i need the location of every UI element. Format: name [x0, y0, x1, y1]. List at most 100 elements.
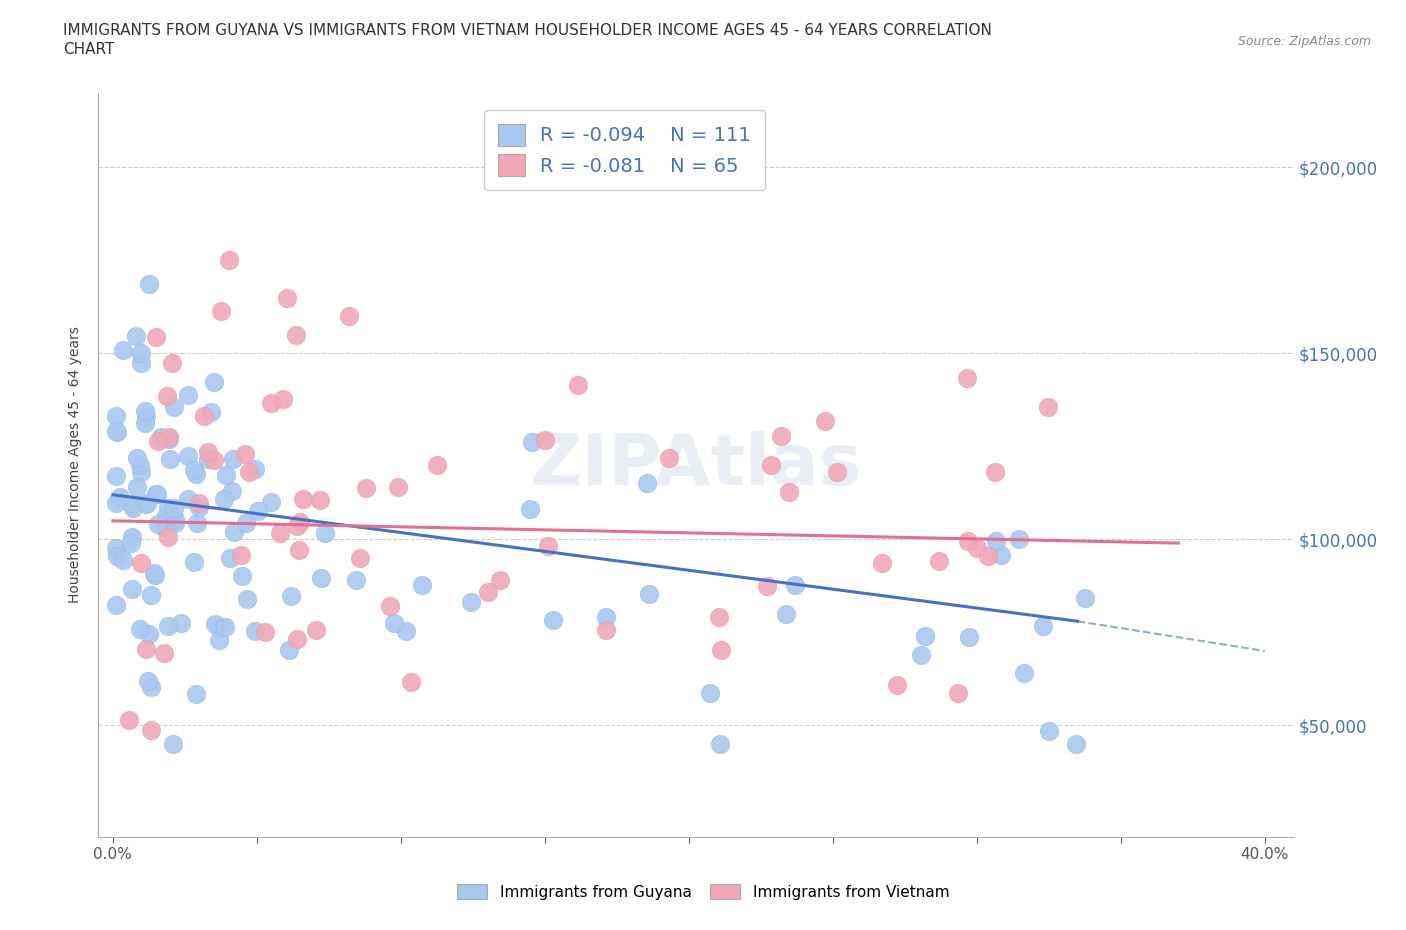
Point: [202, 452, 225, 467]
Point: [157, 432, 180, 446]
Point: [153, 645, 176, 660]
Point: [337, 309, 360, 324]
Point: [139, 680, 162, 695]
Point: [755, 579, 778, 594]
Point: [247, 503, 270, 518]
Point: [121, 582, 143, 597]
Point: [956, 371, 979, 386]
Point: [197, 445, 219, 459]
Point: [709, 610, 731, 625]
Point: [710, 643, 733, 658]
Point: [354, 481, 377, 496]
Point: [759, 458, 782, 472]
Point: [260, 495, 283, 510]
Point: [280, 588, 302, 603]
Point: [121, 497, 143, 512]
Point: [104, 598, 127, 613]
Point: [870, 556, 893, 571]
Point: [233, 446, 256, 461]
Point: [946, 685, 969, 700]
Point: [886, 678, 908, 693]
Point: [699, 685, 721, 700]
Point: [984, 465, 1007, 480]
Point: [709, 737, 731, 751]
Point: [271, 392, 294, 406]
Legend: R = -0.094    N = 111, R = -0.081    N = 65: R = -0.094 N = 111, R = -0.081 N = 65: [484, 110, 765, 190]
Point: [636, 476, 658, 491]
Point: [537, 538, 560, 553]
Point: [120, 536, 142, 551]
Point: [291, 492, 314, 507]
Point: [105, 548, 128, 563]
Point: [135, 409, 157, 424]
Point: [155, 509, 177, 524]
Point: [928, 554, 950, 569]
Point: [145, 487, 167, 502]
Point: [285, 519, 308, 534]
Point: [105, 424, 128, 439]
Point: [309, 570, 332, 585]
Point: [567, 378, 589, 392]
Text: CHART: CHART: [63, 42, 115, 57]
Point: [477, 585, 499, 600]
Point: [657, 450, 679, 465]
Point: [243, 462, 266, 477]
Point: [104, 540, 127, 555]
Point: [129, 355, 152, 370]
Point: [204, 617, 226, 631]
Point: [129, 555, 152, 570]
Point: [990, 548, 1012, 563]
Point: [1032, 618, 1054, 633]
Point: [209, 303, 232, 318]
Point: [149, 429, 172, 444]
Point: [112, 343, 135, 358]
Point: [184, 686, 207, 701]
Point: [277, 643, 299, 658]
Point: [288, 542, 311, 557]
Point: [162, 737, 184, 751]
Point: [153, 519, 176, 534]
Point: [146, 517, 169, 532]
Point: [138, 673, 160, 688]
Point: [382, 616, 405, 631]
Text: IMMIGRANTS FROM GUYANA VS IMMIGRANTS FROM VIETNAM HOUSEHOLDER INCOME AGES 45 - 6: IMMIGRANTS FROM GUYANA VS IMMIGRANTS FRO…: [63, 23, 993, 38]
Point: [238, 465, 260, 480]
Point: [460, 594, 482, 609]
Point: [285, 631, 308, 646]
Point: [395, 623, 418, 638]
Point: [520, 435, 543, 450]
Point: [814, 413, 837, 428]
Point: [104, 423, 127, 438]
Point: [141, 587, 163, 602]
Point: [157, 500, 180, 515]
Y-axis label: Householder Income Ages 45 - 64 years: Householder Income Ages 45 - 64 years: [69, 326, 83, 604]
Point: [260, 396, 283, 411]
Point: [163, 500, 186, 515]
Point: [104, 408, 127, 423]
Point: [1036, 399, 1059, 414]
Point: [208, 632, 231, 647]
Point: [135, 642, 157, 657]
Point: [770, 429, 793, 444]
Point: [344, 573, 367, 588]
Point: [121, 530, 143, 545]
Point: [984, 534, 1007, 549]
Point: [108, 490, 131, 505]
Point: [387, 480, 409, 495]
Point: [1074, 591, 1097, 605]
Point: [146, 433, 169, 448]
Point: [143, 565, 166, 580]
Point: [138, 627, 160, 642]
Point: [221, 484, 243, 498]
Point: [775, 606, 797, 621]
Point: [124, 328, 146, 343]
Point: [212, 492, 235, 507]
Point: [134, 416, 156, 431]
Point: [825, 465, 848, 480]
Point: [224, 525, 246, 539]
Point: [183, 554, 205, 569]
Point: [188, 496, 211, 511]
Point: [638, 587, 661, 602]
Point: [177, 491, 200, 506]
Text: Source: ZipAtlas.com: Source: ZipAtlas.com: [1237, 35, 1371, 48]
